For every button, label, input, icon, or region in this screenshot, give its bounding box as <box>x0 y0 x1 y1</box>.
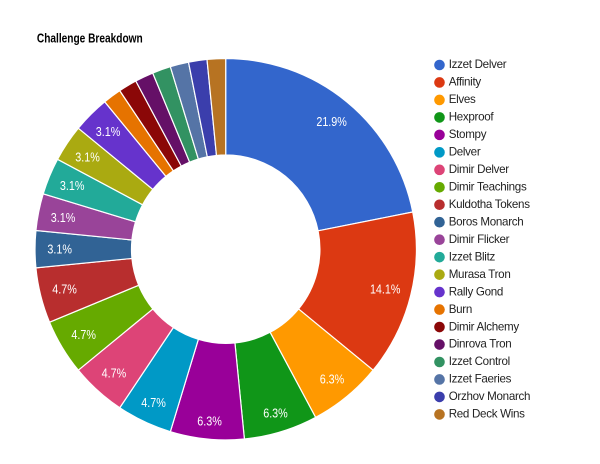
svg-text:Kuldotha Tokens: Kuldotha Tokens <box>449 198 531 211</box>
svg-text:21.9%: 21.9% <box>316 115 347 129</box>
svg-text:Orzhov Monarch: Orzhov Monarch <box>449 390 531 403</box>
svg-text:3.1%: 3.1% <box>75 151 100 165</box>
svg-text:Dimir Flicker: Dimir Flicker <box>449 233 510 246</box>
svg-text:14.1%: 14.1% <box>370 283 401 297</box>
svg-text:Dimir Alchemy: Dimir Alchemy <box>449 320 520 333</box>
svg-text:3.1%: 3.1% <box>47 242 72 256</box>
svg-text:6.3%: 6.3% <box>197 414 222 428</box>
svg-text:6.3%: 6.3% <box>320 373 345 387</box>
svg-text:Challenge Breakdown: Challenge Breakdown <box>37 31 143 45</box>
svg-text:Red Deck Wins: Red Deck Wins <box>449 408 525 421</box>
svg-text:4.7%: 4.7% <box>141 396 166 410</box>
svg-text:4.7%: 4.7% <box>52 283 77 297</box>
svg-text:Stompy: Stompy <box>449 128 487 141</box>
svg-text:Dimir Delver: Dimir Delver <box>449 163 510 176</box>
svg-text:Dinrova Tron: Dinrova Tron <box>449 338 512 351</box>
svg-text:Hexproof: Hexproof <box>449 111 495 124</box>
svg-text:Dimir Teachings: Dimir Teachings <box>449 180 527 193</box>
svg-text:6.3%: 6.3% <box>263 406 288 420</box>
svg-text:4.7%: 4.7% <box>71 328 96 342</box>
svg-text:3.1%: 3.1% <box>96 125 121 139</box>
svg-text:Izzet Delver: Izzet Delver <box>449 58 507 71</box>
svg-text:Izzet Control: Izzet Control <box>449 355 510 368</box>
svg-text:Rally Gond: Rally Gond <box>449 285 503 298</box>
svg-text:3.1%: 3.1% <box>51 211 76 225</box>
svg-text:Affinity: Affinity <box>449 76 482 89</box>
svg-text:Izzet Faeries: Izzet Faeries <box>449 373 512 386</box>
svg-text:Boros Monarch: Boros Monarch <box>449 215 524 228</box>
svg-text:3.1%: 3.1% <box>60 179 85 193</box>
svg-text:Delver: Delver <box>449 146 481 159</box>
svg-text:4.7%: 4.7% <box>102 366 127 380</box>
svg-text:Burn: Burn <box>449 303 472 316</box>
svg-text:Elves: Elves <box>449 93 476 106</box>
svg-text:Murasa Tron: Murasa Tron <box>449 268 511 281</box>
svg-text:Izzet Blitz: Izzet Blitz <box>449 250 496 263</box>
